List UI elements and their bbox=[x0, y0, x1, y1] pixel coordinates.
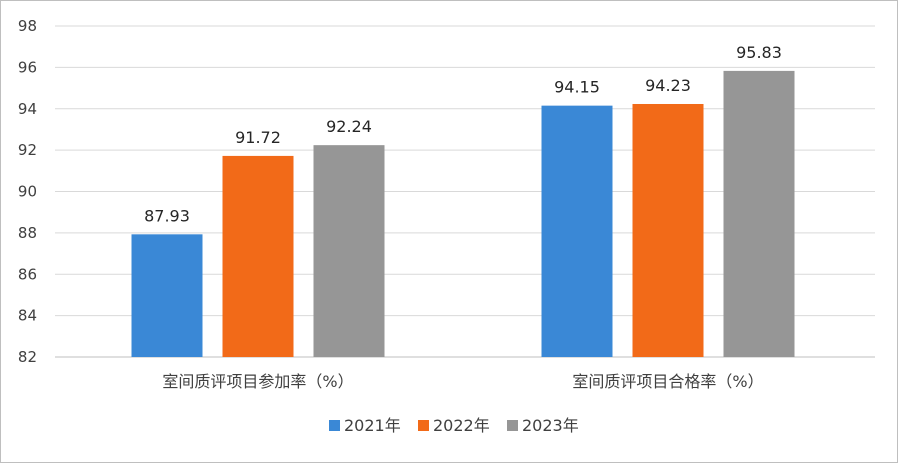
legend: 2021年 2022年 2023年 bbox=[329, 416, 579, 435]
data-label: 92.24 bbox=[326, 117, 372, 136]
y-tick-label: 86 bbox=[18, 265, 37, 283]
legend-swatch bbox=[329, 420, 340, 431]
data-label: 87.93 bbox=[144, 206, 190, 225]
y-axis-ticks: 82 84 86 88 90 92 94 96 98 bbox=[18, 17, 37, 366]
legend-item: 2021年 bbox=[329, 416, 401, 435]
category-labels: 室间质评项目参加率（%） 室间质评项目合格率（%） bbox=[162, 372, 763, 391]
legend-item: 2023年 bbox=[507, 416, 579, 435]
y-tick-label: 82 bbox=[18, 348, 37, 366]
legend-item: 2022年 bbox=[418, 416, 490, 435]
bar bbox=[131, 234, 203, 357]
legend-swatch bbox=[418, 420, 429, 431]
y-tick-label: 84 bbox=[18, 307, 37, 325]
data-label: 95.83 bbox=[736, 43, 782, 62]
legend-label: 2023年 bbox=[522, 416, 579, 435]
category-label: 室间质评项目参加率（%） bbox=[162, 372, 353, 391]
data-label: 91.72 bbox=[235, 128, 281, 147]
legend-label: 2021年 bbox=[344, 416, 401, 435]
bar bbox=[723, 70, 795, 357]
data-label: 94.23 bbox=[645, 76, 691, 95]
legend-swatch bbox=[507, 420, 518, 431]
y-tick-label: 96 bbox=[18, 58, 37, 76]
y-tick-label: 90 bbox=[18, 183, 37, 201]
data-labels: 87.93 91.72 92.24 94.15 94.23 95.83 bbox=[144, 43, 782, 225]
bars bbox=[131, 70, 795, 357]
category-label: 室间质评项目合格率（%） bbox=[572, 372, 763, 391]
y-tick-label: 98 bbox=[18, 17, 37, 35]
bar bbox=[222, 155, 294, 357]
legend-label: 2022年 bbox=[433, 416, 490, 435]
bar bbox=[313, 145, 385, 357]
y-tick-label: 92 bbox=[18, 141, 37, 159]
y-tick-label: 94 bbox=[18, 100, 37, 118]
bar bbox=[541, 105, 613, 357]
bar bbox=[632, 103, 704, 357]
data-label: 94.15 bbox=[554, 78, 600, 97]
y-tick-label: 88 bbox=[18, 224, 37, 242]
